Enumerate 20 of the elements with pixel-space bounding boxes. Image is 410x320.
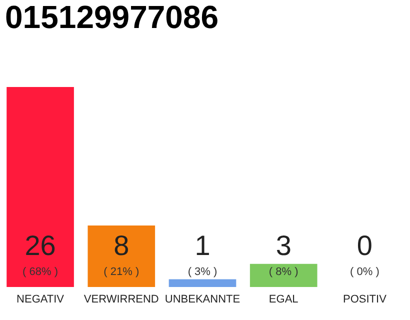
annotation: ( 3% ): [188, 266, 218, 278]
x-tick-label: UNBEKANNTE: [164, 294, 240, 306]
annotation: ( 8% ): [268, 266, 298, 278]
data-label: 8: [114, 230, 130, 261]
bar: [88, 225, 156, 287]
chart-title: 015129977086: [5, 0, 219, 35]
x-tick-label: POSITIV: [343, 294, 388, 306]
data-label: 0: [356, 230, 373, 261]
bar: [6, 87, 74, 287]
x-tick-label: EGAL: [268, 294, 298, 306]
annotation: ( 0% ): [350, 266, 380, 278]
annotation: ( 21% ): [104, 266, 140, 278]
bar: [168, 279, 236, 287]
x-tick-label: NEGATIV: [16, 294, 65, 306]
data-label: 26: [24, 230, 56, 261]
annotation: ( 68% ): [22, 266, 58, 278]
data-label: 1: [194, 230, 210, 261]
data-label: 3: [276, 230, 292, 261]
x-tick-label: VERWIRREND: [84, 294, 159, 306]
bar: [250, 264, 318, 287]
